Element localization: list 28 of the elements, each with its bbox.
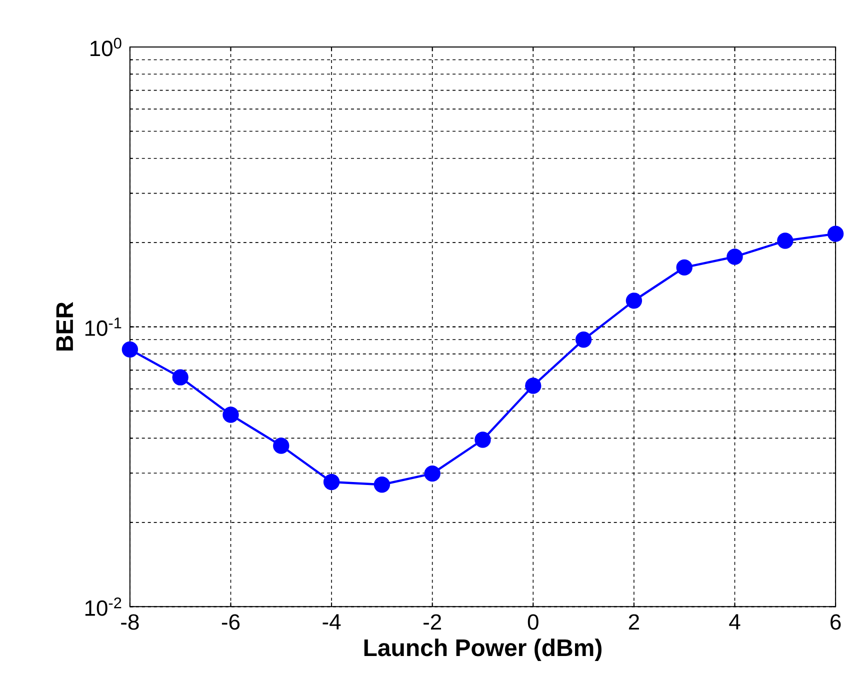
point <box>827 226 844 242</box>
x-axis-title: Launch Power (dBm) <box>364 638 602 662</box>
point <box>374 476 390 493</box>
point <box>575 332 592 348</box>
x-tick-label: -8 <box>121 614 139 630</box>
point <box>424 466 440 482</box>
point <box>474 432 491 448</box>
y-tick-label: 10$^{-1}$ <box>85 318 122 336</box>
y-axis-title: BER <box>56 302 73 351</box>
point <box>626 292 642 309</box>
x-tick-label: 2 <box>628 614 639 630</box>
x-tick-label: 4 <box>729 614 740 630</box>
point <box>323 474 340 490</box>
point <box>726 248 743 266</box>
point <box>676 260 692 276</box>
point <box>777 232 794 250</box>
x-tick-label: -2 <box>424 614 442 630</box>
y-tick-label: 10$^{-2}$ <box>85 598 122 616</box>
point <box>122 342 138 358</box>
x-tick-label: 6 <box>830 614 841 630</box>
x-tick-label: -6 <box>222 614 240 630</box>
y-tick-label: 10$^{0}$ <box>90 38 122 56</box>
point <box>273 438 290 454</box>
point <box>222 406 239 424</box>
point <box>172 369 188 386</box>
x-tick-label: 0 <box>528 614 538 630</box>
point <box>525 378 542 394</box>
x-tick-label: -4 <box>322 614 341 630</box>
